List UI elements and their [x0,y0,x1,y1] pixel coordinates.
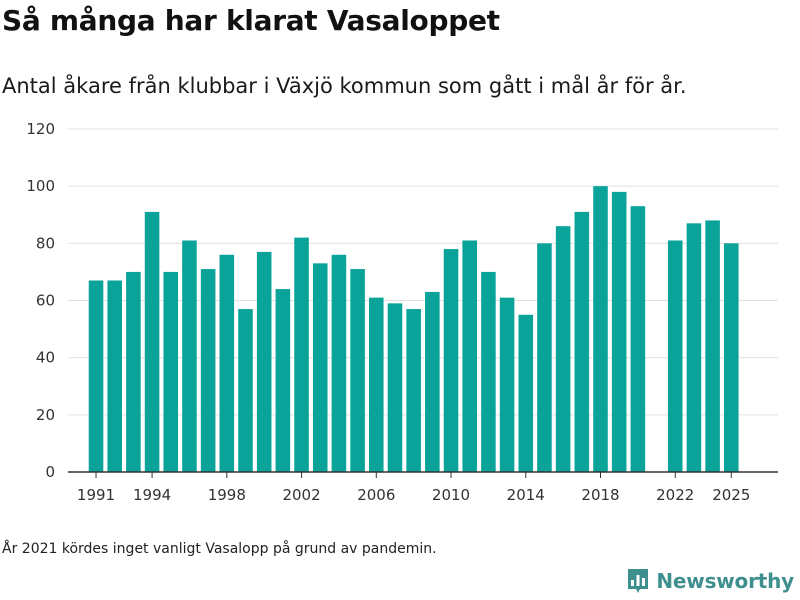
bar-1994 [144,211,160,472]
bar-2004 [331,254,347,472]
x-tick-label: 2025 [712,486,750,504]
brand-logo: Newsworthy [626,566,794,596]
x-tick-label: 2006 [357,486,395,504]
bar-2024 [705,220,720,472]
x-tick-label: 2002 [282,486,320,504]
bar-1999 [238,309,253,472]
bar-2019 [611,191,627,472]
y-tick-label: 120 [26,120,55,138]
bar-2000 [256,251,272,472]
bar-2007 [387,303,403,472]
bar-2005 [350,269,365,472]
chart-title: Så många har klarat Vasaloppet [2,4,500,37]
chart-subtitle: Antal åkare från klubbar i Växjö kommun … [2,74,687,98]
bar-2002 [294,237,309,472]
bar-2013 [499,297,515,472]
bar-1991 [88,280,104,472]
bar-2010 [443,249,459,472]
bar-1996 [182,240,197,472]
bar-2025 [724,243,739,472]
bar-2020 [630,206,646,473]
y-tick-label: 60 [36,292,55,310]
bar-2016 [555,226,571,472]
y-tick-label: 0 [45,463,55,481]
bar-2015 [537,243,552,472]
bar-2011 [462,240,477,472]
y-tick-label: 80 [36,234,55,252]
bar-2001 [275,289,291,472]
bar-2014 [518,314,534,472]
bar-2017 [574,211,590,472]
footnote: År 2021 kördes inget vanligt Vasalopp på… [2,541,437,557]
x-tick-label: 2010 [432,486,470,504]
x-tick-label: 1998 [208,486,246,504]
y-tick-label: 40 [36,349,55,367]
bar-1997 [200,269,216,472]
bar-2009 [425,291,440,472]
bar-2023 [686,223,702,472]
x-tick-label: 2022 [656,486,694,504]
bar-1992 [107,280,122,472]
bar-2022 [667,240,683,472]
bar-chart-logo-icon [628,569,649,593]
x-tick-label: 1991 [77,486,115,504]
bar-1993 [126,271,141,472]
x-tick-label: 2018 [581,486,619,504]
bar-2008 [406,309,421,472]
bar-2012 [481,271,496,472]
bar-1998 [219,254,235,472]
x-tick-label: 1994 [133,486,171,504]
brand-name: Newsworthy [656,569,794,593]
bar-2006 [369,297,384,472]
y-tick-label: 100 [26,177,55,195]
x-tick-label: 2014 [507,486,545,504]
bar-2018 [593,186,608,472]
bar-1995 [163,271,179,472]
bar-2003 [312,263,328,472]
y-tick-label: 20 [36,406,55,424]
